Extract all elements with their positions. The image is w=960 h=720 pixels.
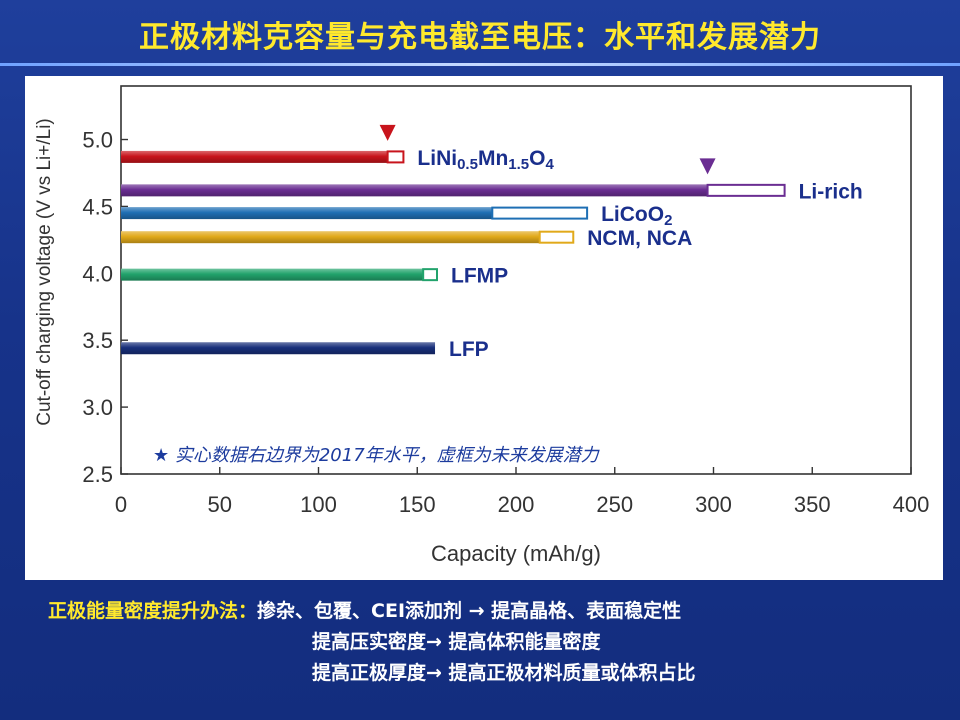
method-text-3: 提高正极厚度→ 提高正极材料质量或体积占比 bbox=[312, 662, 696, 684]
potential-box-licoo2 bbox=[491, 206, 589, 220]
x-tick-label-7: 350 bbox=[794, 492, 831, 517]
potential-box-lini bbox=[386, 150, 405, 164]
y-tick-label-1: 3.0 bbox=[82, 395, 113, 420]
x-tick-label-8: 400 bbox=[893, 492, 930, 517]
method-text-2: 提高压实密度→ 提高体积能量密度 bbox=[312, 631, 601, 653]
page-title: 正极材料克容量与充电截至电压：水平和发展潜力 bbox=[139, 20, 821, 55]
x-tick-label-0: 0 bbox=[115, 492, 127, 517]
bar-ncm bbox=[121, 231, 540, 244]
bar-licoo2 bbox=[121, 207, 493, 220]
x-tick-label-2: 100 bbox=[300, 492, 337, 517]
methods-lead: 正极能量密度提升办法： bbox=[48, 600, 258, 622]
y-tick-label-5: 5.0 bbox=[82, 128, 113, 153]
chart-panel: 0 50 100 150 200 250 300 350 400 2.5 3.0 3.5 4.0 4.5 5… bbox=[25, 76, 943, 580]
title-underline bbox=[0, 63, 960, 66]
bar-lfp bbox=[121, 342, 436, 355]
series-label-lirich: Li-rich bbox=[799, 180, 863, 203]
x-tick-label-5: 250 bbox=[596, 492, 633, 517]
marker-lini bbox=[379, 124, 396, 141]
y-tick-label-0: 2.5 bbox=[82, 462, 113, 487]
series-label-lini: LiNi0.5Mn1.5O4 bbox=[417, 147, 554, 173]
series-label-lfp: LFP bbox=[449, 338, 489, 361]
x-tick-label-3: 150 bbox=[399, 492, 436, 517]
bar-lirich bbox=[121, 184, 708, 197]
potential-box-lirich bbox=[706, 183, 786, 197]
x-tick-label-6: 300 bbox=[695, 492, 732, 517]
potential-box-ncm bbox=[538, 230, 575, 244]
method-line-2: 提高压实密度→ 提高体积能量密度 bbox=[48, 627, 948, 658]
capacity-voltage-chart: 0 50 100 150 200 250 300 350 400 2.5 3.0 3.5 4.0 4.5 5… bbox=[34, 85, 930, 566]
x-axis-label: Capacity (mAh/g) bbox=[431, 541, 601, 566]
bar-lini bbox=[121, 150, 388, 163]
methods-block: 正极能量密度提升办法：掺杂、包覆、CEI添加剂 → 提高晶格、表面稳定性 提高压… bbox=[48, 596, 948, 689]
x-tick-label-4: 200 bbox=[498, 492, 535, 517]
y-tick-label-4: 4.5 bbox=[82, 194, 113, 219]
method-line-1: 正极能量密度提升办法：掺杂、包覆、CEI添加剂 → 提高晶格、表面稳定性 bbox=[48, 596, 948, 627]
method-line-3: 提高正极厚度→ 提高正极材料质量或体积占比 bbox=[48, 658, 948, 689]
bar-lfmp bbox=[121, 268, 424, 281]
potential-box-lfmp bbox=[422, 268, 438, 282]
y-tick-label-3: 4.0 bbox=[82, 261, 113, 286]
method-text-1: 掺杂、包覆、CEI添加剂 → 提高晶格、表面稳定性 bbox=[257, 600, 682, 622]
series-label-ncm: NCM, NCA bbox=[587, 227, 692, 250]
marker-lirich bbox=[699, 158, 716, 175]
chart-annotation: ★ 实心数据右边界为2017年水平，虚框为未来发展潜力 bbox=[153, 445, 601, 466]
y-tick-label-2: 3.5 bbox=[82, 328, 113, 353]
x-tick-label-1: 50 bbox=[208, 492, 232, 517]
series-label-licoo2: LiCoO2 bbox=[601, 203, 672, 229]
y-axis-label: Cut-off charging voltage (V vs Li+/Li) bbox=[34, 118, 55, 426]
series-label-lfmp: LFMP bbox=[451, 265, 508, 288]
